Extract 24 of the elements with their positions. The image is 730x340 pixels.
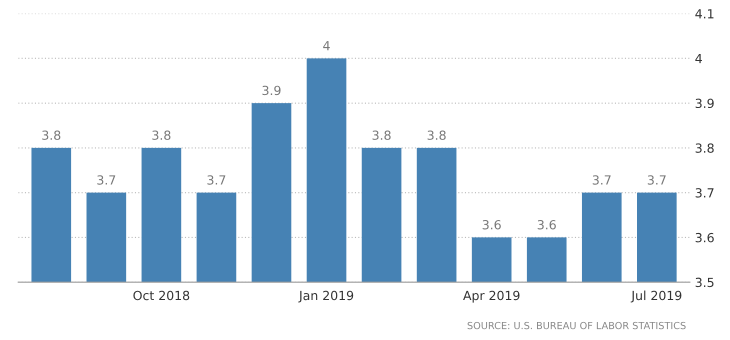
data-label: 3.8 bbox=[372, 130, 391, 140]
data-label: 3.9 bbox=[262, 86, 281, 96]
data-label: 3.6 bbox=[538, 220, 556, 230]
x-tick-label: Oct 2018 bbox=[133, 290, 190, 300]
data-label: 3.7 bbox=[592, 175, 611, 185]
y-tick-label: 3.7 bbox=[696, 188, 714, 198]
x-tick-label: Jul 2019 bbox=[630, 290, 682, 303]
data-label: 3.7 bbox=[97, 175, 116, 185]
data-label: 4 bbox=[323, 41, 330, 50]
y-tick-label: 4.1 bbox=[695, 9, 714, 18]
data-label: 3.8 bbox=[428, 130, 446, 140]
x-tick-label: Apr 2019 bbox=[463, 290, 520, 303]
data-label: 3.8 bbox=[42, 130, 60, 140]
source-note: SOURCE: U.S. BUREAU OF LABOR STATISTICS bbox=[468, 322, 686, 330]
y-tick-label: 3.9 bbox=[696, 98, 714, 108]
data-label: 3.8 bbox=[152, 130, 170, 140]
y-tick-label: 3.6 bbox=[696, 232, 714, 242]
y-tick-label: 4 bbox=[695, 54, 702, 64]
data-label: 3.7 bbox=[648, 175, 666, 185]
x-tick-label: Jan 2019 bbox=[298, 290, 354, 303]
y-tick-label: 3.8 bbox=[696, 143, 714, 153]
y-tick-label: 3.5 bbox=[696, 278, 714, 288]
data-label: 3.7 bbox=[207, 175, 226, 185]
data-label: 3.6 bbox=[482, 220, 501, 230]
